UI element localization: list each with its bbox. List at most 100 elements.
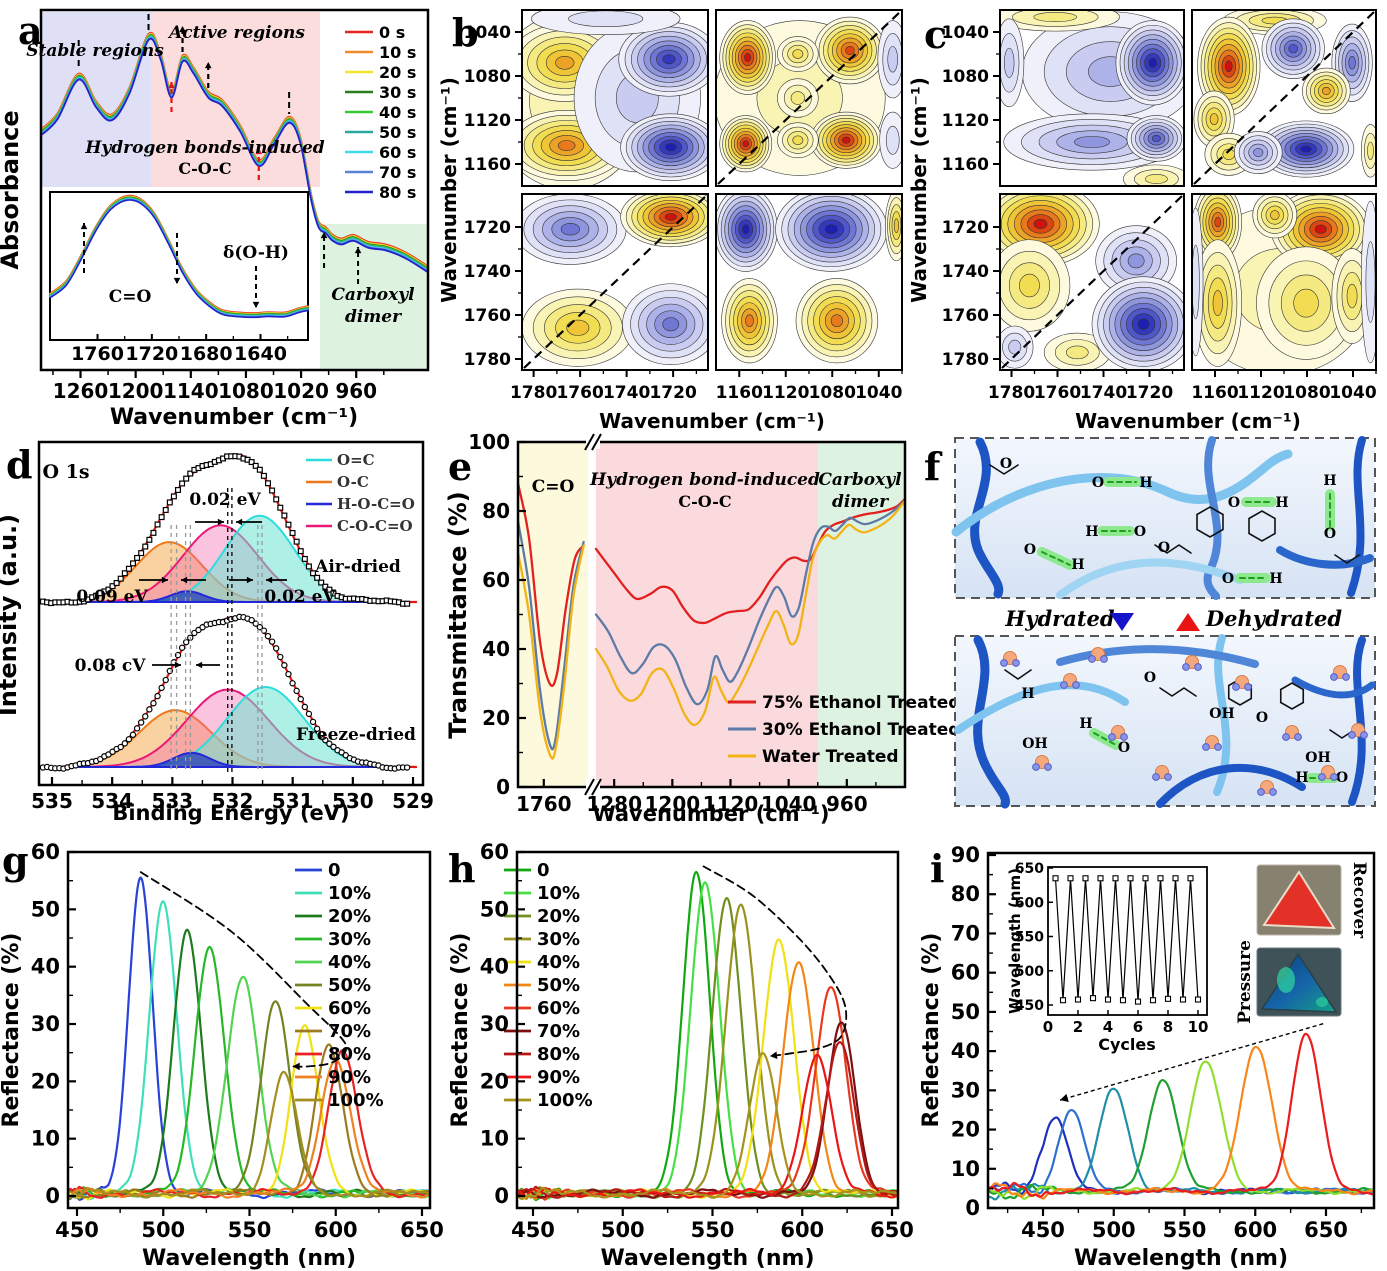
x-tick: 1160 [716,383,763,403]
atom-H: H [1275,495,1288,511]
x-axis-label: Wavenumber (cm⁻¹) [110,405,358,430]
y-tick: 40 [480,955,509,979]
panel-label-h: h [448,846,476,891]
legend-item-20s: 20 s [379,63,416,82]
y-tick: 1740 [942,262,989,282]
x-tick: 600 [780,1218,824,1242]
x-tick: 550 [228,1218,272,1242]
y-tick: 20 [31,1069,60,1093]
y-axis-label: Wavenumber (cm⁻¹) [437,77,461,303]
inset-x-tick: 8 [1163,1018,1173,1036]
y-tick: 1760 [942,306,989,326]
contour-quadrant-tl [1000,10,1184,186]
legend-item-50%: 50% [328,975,371,996]
atom-O: O [1158,540,1170,556]
legend-item-70s: 70 s [379,163,416,182]
y-tick: 1780 [464,350,511,370]
legend-item-40%: 40% [537,952,580,973]
series-blue [986,1108,1374,1196]
x-tick: 500 [1092,1218,1136,1242]
series-70% [66,1043,431,1199]
y-tick: 1720 [464,218,511,238]
pressure-label: Pressure [1235,940,1255,1024]
y-tick: 10 [951,1157,980,1181]
legend-item-75% Ethanol Treated: 75% Ethanol Treated [762,693,960,713]
x-tick: 450 [55,1218,99,1242]
hbond-region-label: Hydrogen bond-induced [589,470,820,490]
carboxyl-region-label: Carboxyl [818,470,902,490]
atom-O: O [1118,740,1130,756]
x-tick: 1020 [273,379,329,403]
peak-annotations [77,14,362,284]
legend-item-H-O-C=O: H-O-C=O [337,495,415,513]
y-tick: 30 [480,1012,509,1036]
y-tick: 70 [951,921,980,945]
series-80% [66,1049,431,1199]
y-tick: 40 [31,955,60,979]
legend-item-40s: 40 s [379,103,416,122]
atom-OH: OH [1209,706,1234,722]
x-tick: 600 [1233,1218,1277,1242]
atom-O: O [1024,542,1036,558]
contour-quadrant-tl [522,10,708,186]
x-axis-label: Wavenumber (cm⁻¹) [1075,409,1301,433]
x-tick: 1120 [1237,383,1284,403]
o1s-label: O 1s [42,461,89,483]
y-tick: 80 [482,499,510,523]
x-tick: 535 [31,789,73,813]
shift-annotations: 0.02 eV 0.09 eV 0.02 eV 0.08 cV [75,490,337,676]
inset-y-tick: 500 [1015,964,1044,980]
legend-item-70%: 70% [537,1021,580,1042]
y-tick: 100 [468,430,510,454]
y-tick: 1040 [942,23,989,43]
x-tick: 530 [332,789,374,813]
panel-i: i 450 500 550 600 650 0 10 20 30 40 50 60 70 80 90 Wave… [919,820,1387,1271]
atom-O: O [1228,495,1240,511]
series-left-75% Ethanol Treated [516,482,585,688]
x-tick: 533 [151,789,193,813]
atom-H: H [1021,686,1034,702]
contour-quadrant-br [1192,194,1376,370]
series-left-Water Treated [516,544,585,760]
active-regions-label: Active regions [167,23,305,43]
panel-b: b 1040 1080 1120 1160 1720 1740 1760 1780 1780 17… [437,0,910,433]
oh-label: δ(O-H) [223,243,289,263]
panel-i-canvas: 450 500 550 600 6500102030405060708090Wavele… [919,843,1376,1271]
inset-x-tick: 1720 [125,343,178,365]
series-right-75% Ethanol Treated [594,497,907,625]
y-tick: 60 [480,840,509,864]
panel-label-b: b [452,10,479,55]
atom-H: H [1079,716,1092,732]
series-left-30% Ethanol Treated [516,520,585,751]
contour-quadrant-tr [716,10,902,186]
dehydrated-triangle-icon [1176,613,1200,631]
x-tick: 650 [870,1218,914,1242]
x-axis-label: Wavenumber (cm⁻¹) [592,802,829,826]
svg-text:dimer: dimer [832,492,889,512]
y-axis-label: Reflectance (%) [919,933,944,1128]
x-tick: 1080 [809,383,856,403]
legend-g: 010%20%30%40%50%60%70%80%90%100% [295,860,384,1111]
panel-h-canvas: 010%20%30%40%50%60%70%80%90%100%450 500 55… [448,840,914,1271]
legend-item-0s: 0 s [379,23,405,42]
hydrogen-bonds-top [1037,477,1335,583]
panel-d-canvas: 0.02 eV 0.09 eV 0.02 eV 0.08 cV O 1s Air-drie… [0,440,434,825]
x-tick: 1720 [649,383,696,403]
x-tick: 1260 [53,379,109,403]
y-tick: 1080 [464,67,511,87]
series-orange [986,1045,1374,1200]
inset-x-tick: 10 [1188,1018,1209,1036]
legend-item-70%: 70% [328,1021,371,1042]
x-tick: 1140 [163,379,219,403]
legend-item-10%: 10% [328,883,371,904]
inset-x-tick: 4 [1103,1018,1113,1036]
legend-item-80%: 80% [537,1044,580,1065]
y-tick: 50 [480,897,509,921]
inset-cycles: 450 500 550 600 650 0 2 4 6 8 10 Cycles Wavelength (… [1006,861,1208,1054]
legend-d: O=C O-C H-O-C=O C-O-C=O [306,451,415,535]
contour-quadrant-bl [1000,194,1184,370]
atom-O: O [1134,524,1146,540]
sample-photos: Recover Pressure [1235,862,1369,1024]
legend-item-Water Treated: Water Treated [762,747,899,767]
